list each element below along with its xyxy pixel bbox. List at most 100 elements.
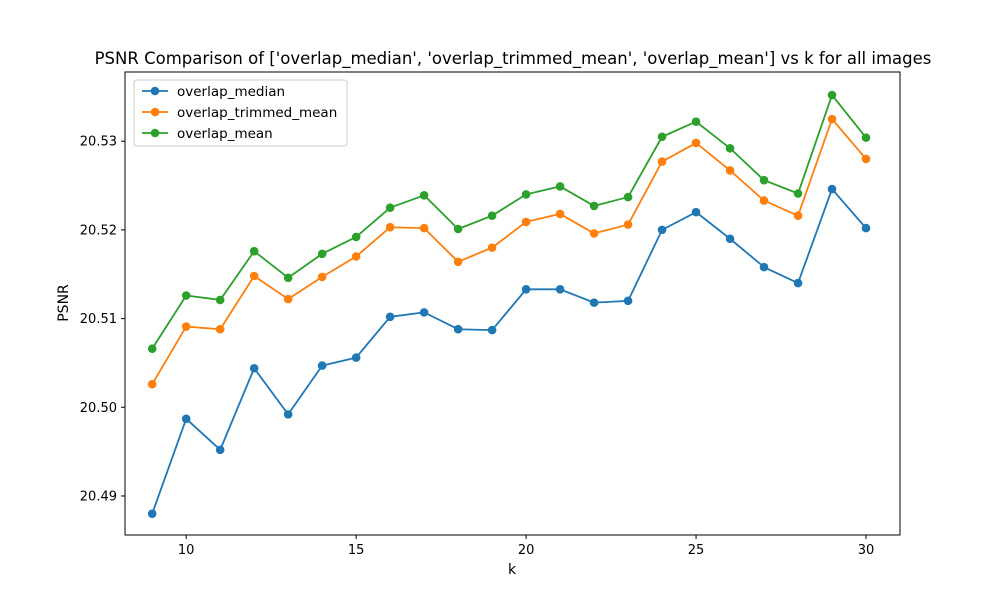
y-tick-label: 20.50 <box>80 401 117 416</box>
plot-frame <box>124 71 901 536</box>
series-overlap-median <box>147 184 871 519</box>
data-point-overlap-median <box>793 278 803 288</box>
data-point-overlap-median <box>419 308 429 317</box>
data-point-overlap-mean <box>385 203 395 213</box>
data-point-overlap-trimmed-mean <box>589 229 599 238</box>
x-axis-label: k <box>508 562 517 578</box>
axes-layer: 10 15 20 25 30 20.49 20.50 20.51 20.52 20.53 <box>80 135 875 558</box>
data-point-overlap-trimmed-mean <box>351 252 361 261</box>
data-point-overlap-mean <box>623 192 633 202</box>
data-point-overlap-mean <box>317 249 327 259</box>
data-point-overlap-trimmed-mean <box>317 272 327 282</box>
data-point-overlap-trimmed-mean <box>623 220 633 229</box>
data-point-overlap-median <box>827 184 837 194</box>
data-point-overlap-median <box>147 509 157 519</box>
data-point-overlap-median <box>555 285 565 294</box>
data-point-overlap-median <box>351 353 361 362</box>
data-point-overlap-mean <box>521 190 531 199</box>
legend-item-overlap-trimmed-mean: overlap_trimmed_mean <box>142 105 337 121</box>
x-tick-label: 20 <box>518 543 535 558</box>
data-point-overlap-mean <box>657 132 667 142</box>
data-point-overlap-trimmed-mean <box>759 196 769 205</box>
legend-item-overlap-median: overlap_median <box>142 84 285 100</box>
data-point-overlap-median <box>181 414 191 424</box>
data-point-overlap-mean <box>249 246 259 256</box>
legend-label: overlap_mean <box>177 126 273 142</box>
y-tick-label: 20.53 <box>80 135 117 150</box>
x-tick-label: 15 <box>348 543 365 558</box>
y-tick-label: 20.49 <box>80 489 117 504</box>
legend-swatch-marker <box>150 86 160 96</box>
legend: overlap_median overlap_trimmed_meanoverla… <box>133 79 348 147</box>
data-point-overlap-median <box>215 445 225 455</box>
data-point-overlap-mean <box>555 182 565 191</box>
chart-title: PSNR Comparison of ['overlap_median', 'o… <box>95 49 932 69</box>
legend-label: overlap_trimmed_mean <box>177 105 337 121</box>
data-point-overlap-mean <box>453 224 463 234</box>
data-point-overlap-trimmed-mean <box>861 154 871 164</box>
data-point-overlap-trimmed-mean <box>555 209 565 219</box>
data-point-overlap-median <box>759 262 769 272</box>
series-overlap-trimmed-mean <box>147 114 871 389</box>
data-point-overlap-trimmed-mean <box>691 138 701 148</box>
data-point-overlap-median <box>861 223 871 233</box>
data-point-overlap-mean <box>589 201 599 211</box>
data-point-overlap-trimmed-mean <box>453 257 463 267</box>
series-overlap-mean <box>147 90 871 354</box>
data-point-overlap-trimmed-mean <box>147 379 157 389</box>
data-point-overlap-mean <box>351 232 361 242</box>
data-point-overlap-trimmed-mean <box>827 114 837 124</box>
y-tick-label: 20.52 <box>80 223 117 238</box>
data-point-overlap-median <box>385 312 395 322</box>
series-line-overlap-median <box>151 188 867 515</box>
series-line-overlap-mean <box>151 94 867 350</box>
data-point-overlap-median <box>691 207 701 217</box>
series-line-overlap-trimmed-mean <box>151 118 867 385</box>
data-point-overlap-trimmed-mean <box>249 271 259 281</box>
x-tick-label: 10 <box>178 543 195 558</box>
x-tick-label: 30 <box>858 543 875 558</box>
legend-label: overlap_median <box>177 84 285 100</box>
legend-swatch-marker <box>150 107 160 117</box>
data-point-overlap-trimmed-mean <box>657 157 667 166</box>
data-point-overlap-mean <box>419 190 429 200</box>
data-point-overlap-median <box>623 296 633 306</box>
data-point-overlap-mean <box>861 133 871 142</box>
data-point-overlap-trimmed-mean <box>385 222 395 232</box>
data-point-overlap-mean <box>725 143 735 153</box>
data-point-overlap-trimmed-mean <box>793 211 803 220</box>
data-point-overlap-median <box>725 234 735 244</box>
legend-swatch-marker <box>150 128 160 138</box>
data-point-overlap-trimmed-mean <box>181 322 191 331</box>
data-point-overlap-median <box>453 324 463 334</box>
x-tick-label: 25 <box>688 543 705 558</box>
data-point-overlap-mean <box>827 90 837 100</box>
data-point-overlap-mean <box>215 295 225 305</box>
data-point-overlap-trimmed-mean <box>419 223 429 233</box>
y-axis-label: PSNR <box>56 284 72 322</box>
data-point-overlap-trimmed-mean <box>215 324 225 334</box>
data-point-overlap-mean <box>793 189 803 198</box>
legend-item-overlap-mean: overlap_mean <box>142 126 273 142</box>
data-point-overlap-median <box>249 363 259 373</box>
data-point-overlap-mean <box>147 344 157 354</box>
data-point-overlap-mean <box>283 273 293 283</box>
data-point-overlap-mean <box>691 117 701 126</box>
data-point-overlap-median <box>283 410 293 419</box>
data-point-overlap-median <box>589 298 599 307</box>
legend-box <box>133 79 348 147</box>
data-point-overlap-median <box>317 361 327 370</box>
data-point-overlap-trimmed-mean <box>725 166 735 175</box>
data-point-overlap-mean <box>487 211 497 220</box>
data-point-overlap-mean <box>181 291 191 300</box>
y-tick-label: 20.51 <box>80 312 117 327</box>
series-layer <box>147 90 871 519</box>
data-point-overlap-median <box>487 325 497 335</box>
data-point-overlap-trimmed-mean <box>487 243 497 252</box>
data-point-overlap-trimmed-mean <box>283 294 293 304</box>
data-point-overlap-median <box>521 285 531 294</box>
data-point-overlap-trimmed-mean <box>521 217 531 227</box>
data-point-overlap-median <box>657 225 667 235</box>
data-point-overlap-mean <box>759 175 769 185</box>
